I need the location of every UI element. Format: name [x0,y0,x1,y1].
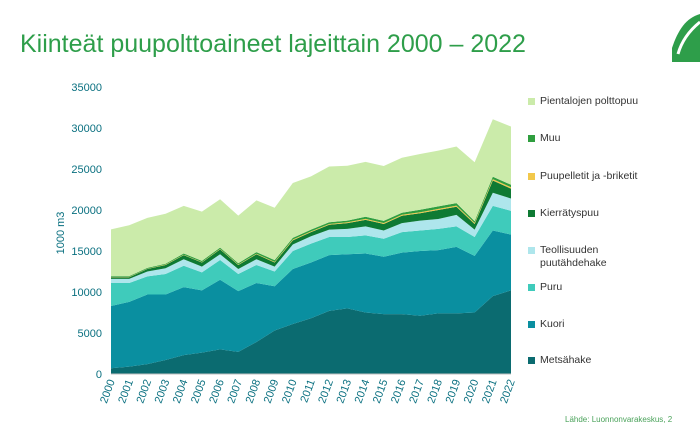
legend: Pientalojen polttopuu Muu Puupelletit ja -… [528,0,700,441]
y-tick-label: 0 [96,369,102,381]
legend-item: Teollisuuden puutähdehake [528,244,655,270]
legend-swatch [528,247,535,254]
x-tick-label: 2001 [116,378,136,405]
legend-swatch [528,98,535,105]
x-tick-label: 2014 [353,378,373,405]
x-tick-label: 2010 [280,378,300,405]
legend-item: Puru [528,281,655,294]
area-series-0 [111,290,511,374]
x-tick-label: 2008 [244,378,264,405]
x-tick-label: 2016 [389,378,409,405]
legend-item: Puupelletit ja -briketit [528,170,655,183]
x-tick-label: 2021 [480,378,500,405]
x-tick-label: 2004 [171,378,191,405]
legend-label: Puupelletit ja -briketit [540,170,638,182]
area-series-7 [111,119,511,277]
y-tick-label: 30000 [71,123,102,135]
legend-swatch [528,357,535,364]
y-tick-label: 10000 [71,287,102,299]
area-series-1 [111,230,511,369]
y-tick-labels: 0 5000 10000 15000 20000 25000 30000 35000 [71,82,102,381]
logo-icon [672,14,700,62]
y-tick-label: 20000 [71,205,102,217]
x-tick-label: 2005 [189,378,209,405]
legend-swatch [528,173,535,180]
area-series-4 [111,180,511,279]
area-series-2 [111,205,511,306]
chart-title: Kiinteät puupolttoaineet lajeittain 2000… [20,30,526,58]
y-tick-label: 35000 [71,82,102,94]
legend-swatch [528,135,535,142]
y-axis-label: 1000 m3 [55,212,67,255]
x-tick-label: 2007 [225,378,245,405]
legend-item: Muu [528,132,655,145]
x-tick-label: 2013 [335,378,355,405]
y-tick-label: 5000 [78,328,102,340]
legend-swatch [528,284,535,291]
legend-label: Muu [540,132,561,144]
x-tick-label: 2017 [407,378,427,405]
x-tick-label: 2022 [498,378,518,405]
x-tick-label: 2000 [98,378,118,405]
x-tick-label: 2006 [207,378,227,405]
legend-item: Kuori [528,318,655,331]
legend-label: Pientalojen polttopuu [540,95,639,107]
legend-label: Kuori [540,318,565,330]
x-tick-label: 2020 [462,378,482,405]
legend-label: Kierrätyspuu [540,207,599,219]
legend-item: Pientalojen polttopuu [528,95,655,108]
x-tick-label: 2003 [153,378,173,405]
y-tick-label: 25000 [71,164,102,176]
legend-item: Kierrätyspuu [528,207,655,220]
x-tick-label: 2011 [298,378,317,404]
legend-swatch [528,210,535,217]
x-tick-label: 2002 [135,378,155,405]
x-tick-label: 2009 [262,378,282,405]
legend-label: Puru [540,281,563,293]
series-areas [111,119,511,374]
x-tick-label: 2019 [444,378,464,405]
legend-swatch [528,321,535,328]
x-tick-label: 2015 [371,378,391,405]
legend-label: Metsähake [540,354,592,366]
x-tick-label: 2018 [425,378,445,405]
legend-label: Teollisuuden puutähdehake [540,244,607,269]
y-tick-label: 15000 [71,246,102,258]
source-note: Lähde: Luonnonvarakeskus, 2 [565,415,673,424]
legend-item: Metsähake [528,354,655,367]
x-tick-labels: 2000200120022003200420052006200720082009… [98,378,518,405]
x-tick-label: 2012 [316,378,336,405]
